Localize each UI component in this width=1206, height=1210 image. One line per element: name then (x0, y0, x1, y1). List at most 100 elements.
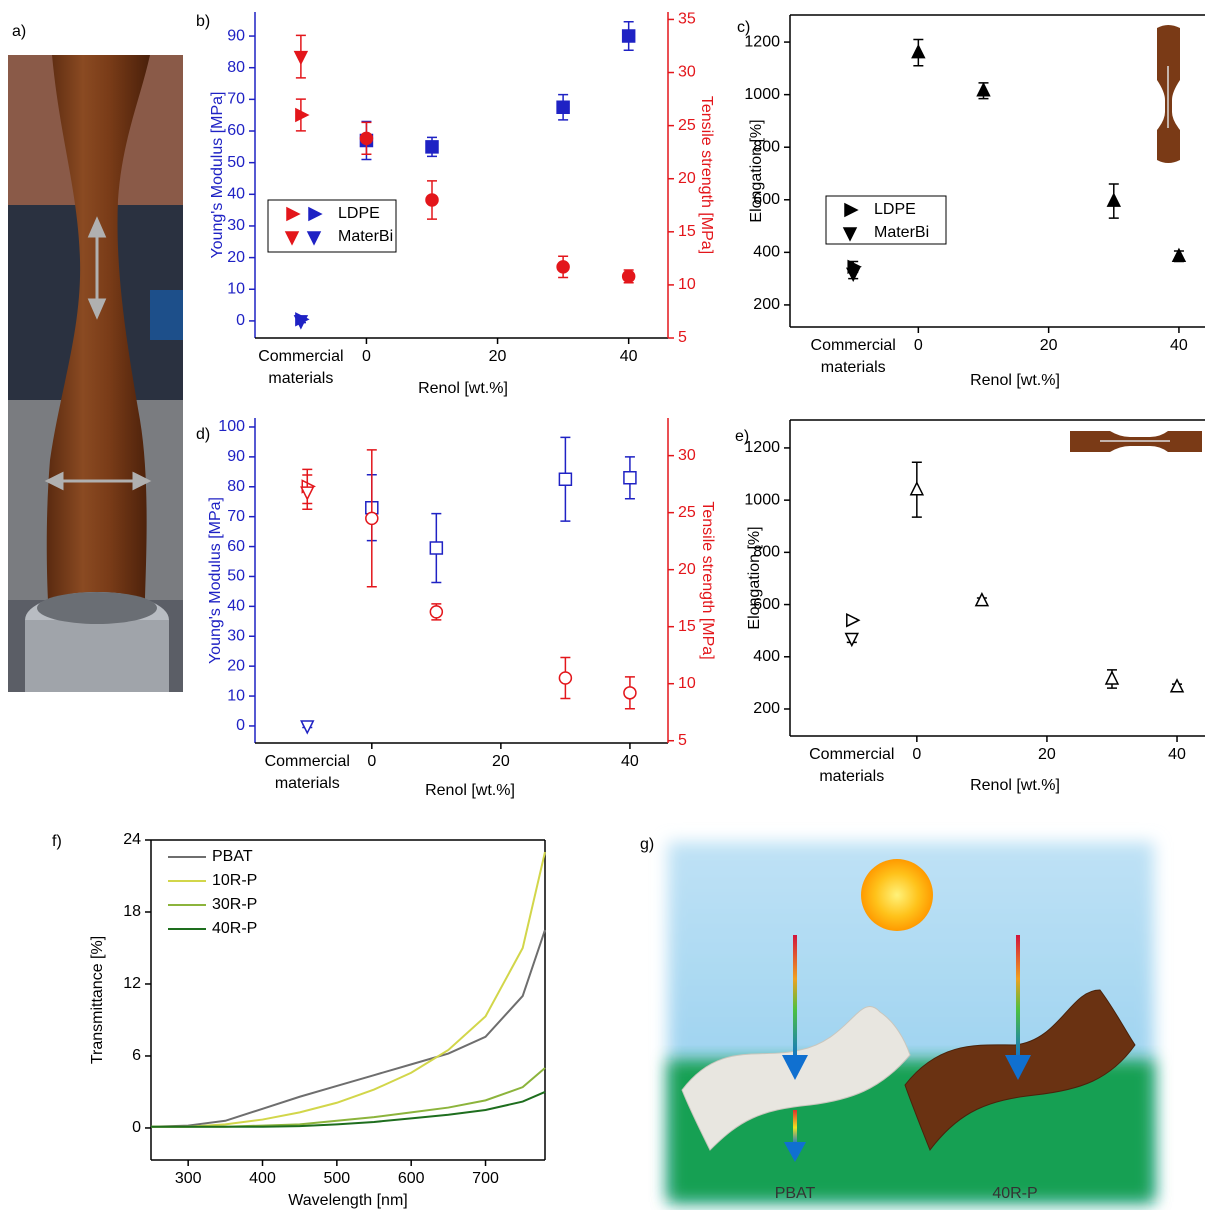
marker (623, 270, 635, 282)
legend-label: MaterBi (874, 224, 929, 241)
y2-axis-title: Tensile strength [MPa] (699, 501, 716, 659)
y-tick-label: 10 (227, 280, 245, 297)
legend-label: LDPE (338, 205, 380, 222)
marker (1108, 194, 1120, 206)
y2-tick-label: 20 (678, 170, 696, 187)
y2-tick-label: 5 (678, 732, 687, 749)
legend-label: 30R-P (212, 896, 257, 913)
y-tick-label: 100 (218, 418, 245, 435)
legend-label: PBAT (212, 848, 253, 865)
y-axis-title: Young's Modulus [MPa] (209, 91, 226, 258)
marker (426, 141, 438, 153)
y2-tick-label: 30 (678, 64, 696, 81)
x-tick-label: 700 (472, 1170, 499, 1187)
marker (430, 606, 442, 618)
y-tick-label: 80 (227, 478, 245, 495)
x-axis-title: Renol [wt.%] (970, 372, 1060, 389)
marker (977, 84, 989, 96)
panel-label: a) (12, 23, 26, 40)
y-tick-label: 1000 (744, 491, 780, 508)
x-axis-title: Renol [wt.%] (425, 782, 515, 799)
x-tick-label: 20 (1038, 746, 1056, 763)
caption: PBAT (775, 1185, 816, 1202)
y-tick-label: 200 (753, 296, 780, 313)
marker (430, 542, 442, 554)
legend-label: 40R-P (212, 920, 257, 937)
panel-label: b) (196, 13, 210, 30)
y-tick-label: 30 (227, 627, 245, 644)
x-tick-label: 40 (620, 348, 638, 365)
x-tick-label: 20 (492, 753, 510, 770)
y-axis-title: Young's Modulus [MPa] (207, 497, 224, 664)
y-tick-label: 0 (236, 717, 245, 734)
x-tick-label: 400 (249, 1170, 276, 1187)
marker (1171, 680, 1183, 692)
x-tick-label: 300 (175, 1170, 202, 1187)
x-tick-label: 20 (489, 348, 507, 365)
y-tick-label: 70 (227, 508, 245, 525)
y-tick-label: 10 (227, 687, 245, 704)
marker (1106, 672, 1118, 684)
legend-label: 10R-P (212, 872, 257, 889)
y2-axis-title: Tensile strength [MPa] (698, 96, 715, 254)
line (151, 1092, 545, 1127)
y-tick-label: 60 (227, 538, 245, 555)
line (151, 852, 545, 1127)
marker (847, 614, 859, 626)
line (151, 930, 545, 1127)
y2-tick-label: 20 (678, 561, 696, 578)
x-axis-title: Wavelength [nm] (288, 1192, 407, 1209)
x-tick-label: 20 (1040, 337, 1058, 354)
x-tick-label: 0 (367, 753, 376, 770)
y-tick-label: 30 (227, 217, 245, 234)
marker (366, 512, 378, 524)
y-axis-title: Transmittance [%] (89, 936, 106, 1064)
marker (624, 687, 636, 699)
y2-tick-label: 15 (678, 618, 696, 635)
y-tick-label: 40 (227, 186, 245, 203)
x-tick-label: 500 (323, 1170, 350, 1187)
y-tick-label: 90 (227, 27, 245, 44)
y-tick-label: 70 (227, 91, 245, 108)
marker (557, 101, 569, 113)
panel-label: f) (52, 833, 62, 850)
legend-label: LDPE (874, 201, 916, 218)
marker (559, 672, 571, 684)
photo (8, 55, 183, 692)
y2-tick-label: 30 (678, 447, 696, 464)
y2-tick-label: 5 (678, 329, 687, 346)
y-tick-label: 0 (132, 1119, 141, 1136)
figure: a) g) PBAT 40R-P b)010203040506070809051… (0, 0, 1206, 1210)
y2-tick-label: 25 (678, 504, 696, 521)
marker (296, 109, 308, 121)
marker (301, 487, 313, 499)
x-tick-label: 0 (912, 746, 921, 763)
x-tick-label: 40 (621, 753, 639, 770)
marker (624, 472, 636, 484)
x-tick-label: 600 (398, 1170, 425, 1187)
x-axis-title: Renol [wt.%] (418, 380, 508, 397)
y-tick-label: 90 (227, 448, 245, 465)
y-tick-label: 20 (227, 249, 245, 266)
y-tick-label: 40 (227, 598, 245, 615)
legend-label: MaterBi (338, 228, 393, 245)
caption: 40R-P (992, 1185, 1037, 1202)
y-tick-label: 20 (227, 657, 245, 674)
x-axis-title: Renol [wt.%] (970, 777, 1060, 794)
y-tick-label: 1000 (744, 86, 780, 103)
marker (295, 52, 307, 64)
y2-tick-label: 15 (678, 223, 696, 240)
panel-label: g) (640, 836, 654, 853)
y-tick-label: 50 (227, 568, 245, 585)
marker (559, 473, 571, 485)
y2-tick-label: 35 (678, 11, 696, 28)
y-axis-title: Elongation [%] (746, 526, 763, 629)
y-tick-label: 12 (123, 975, 141, 992)
y2-tick-label: 10 (678, 276, 696, 293)
y-tick-label: 400 (753, 648, 780, 665)
marker (846, 633, 858, 645)
